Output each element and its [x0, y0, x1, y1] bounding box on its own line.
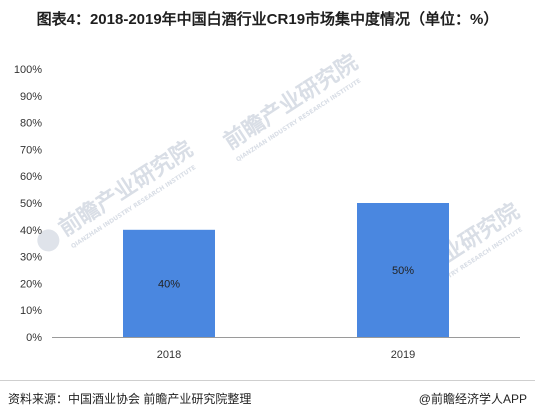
y-tick-label: 30% [20, 252, 42, 264]
y-tick-label: 0% [26, 332, 42, 344]
chart-title: 图表4：2018-2019年中国白酒行业CR19市场集中度情况（单位：%） [36, 11, 499, 28]
y-tick-label: 100% [14, 64, 42, 76]
y-tick-label: 20% [20, 278, 42, 290]
y-tick-label: 70% [20, 144, 42, 156]
x-tick-label-2018: 2018 [157, 349, 181, 361]
x-tick-label-2019: 2019 [391, 349, 415, 361]
footer: 资料来源：中国酒业协会 前瞻产业研究院整理 @前瞻经济学人APP [0, 380, 535, 411]
watermark-left-brand: 前瞻产业研究院 [54, 136, 197, 242]
data-label-2018: 40% [158, 278, 180, 290]
x-axis-ticks: 2018 2019 [157, 349, 415, 361]
watermark-right-top: 前瞻产业研究院 QIANZHAN INDUSTRY RESEARCH INSTI… [219, 49, 362, 163]
y-tick-label: 10% [20, 305, 42, 317]
brand-note: @前瞻经济学人APP [419, 390, 527, 407]
watermark-right-top-brand: 前瞻产业研究院 [219, 49, 362, 155]
y-tick-label: 60% [20, 171, 42, 183]
bar-2018 [123, 229, 215, 337]
bar-2019 [357, 203, 449, 337]
y-tick-label: 40% [20, 225, 42, 237]
data-label-2019: 50% [392, 265, 414, 277]
source-note: 资料来源：中国酒业协会 前瞻产业研究院整理 [8, 392, 252, 406]
y-tick-label: 90% [20, 91, 42, 103]
y-axis-ticks: 0% 10% 20% 30% 40% 50% 60% 70% 80% 90% 100% [14, 64, 42, 344]
bars: 40% 50% [123, 203, 449, 337]
brand-label: @前瞻经济学人APP [418, 392, 527, 406]
y-tick-label: 80% [20, 118, 42, 130]
y-tick-label: 50% [20, 198, 42, 210]
